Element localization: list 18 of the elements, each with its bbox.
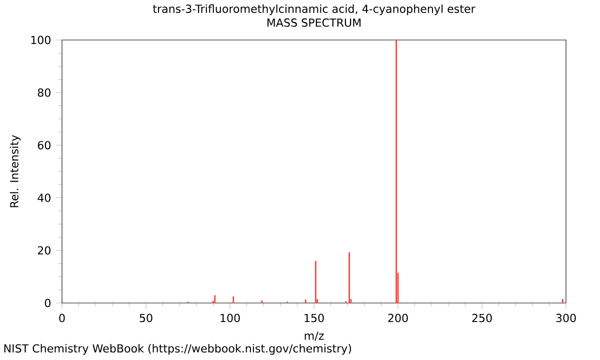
y-tick-label: 60: [38, 141, 50, 150]
y-axis-title: Rel. Intensity: [10, 135, 21, 208]
x-axis-title: m/z: [304, 332, 324, 341]
y-tick-label: 40: [38, 194, 50, 202]
x-tick-label: 200: [388, 314, 408, 322]
x-tick-label: 100: [220, 314, 240, 322]
text: NIST Chemistry WebBook (https://webbook.nist.gov/chemistry): [4, 344, 352, 355]
x-tick-label: 0: [59, 314, 65, 322]
y-tick-label: 80: [38, 88, 50, 97]
y-tick-label: 20: [38, 246, 50, 255]
chart-title: trans-3-Trifluoromethylcinnamic acid, 4-cyanophenyl ester: [152, 4, 476, 16]
x-tick-label: 150: [304, 314, 324, 322]
y-tick-label: 0: [44, 298, 50, 308]
y-tick-label: 100: [31, 36, 50, 44]
x-tick-label: 250: [472, 314, 492, 322]
x-tick-label: 300: [556, 314, 576, 322]
chart-subtitle: MASS SPECTRUM: [267, 18, 361, 27]
x-tick-label: 50: [140, 314, 152, 322]
